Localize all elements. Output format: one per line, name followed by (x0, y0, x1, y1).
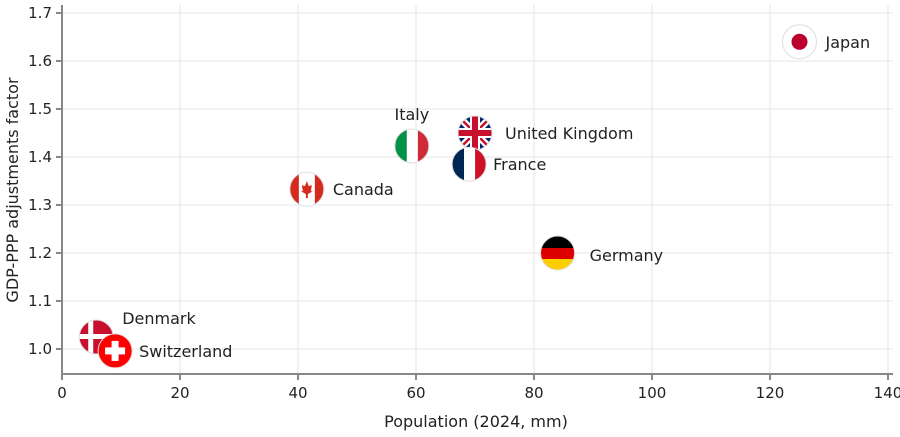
x-tick-label: 100 (638, 384, 667, 402)
point-label: Italy (395, 105, 430, 124)
x-tick-label: 20 (170, 384, 189, 402)
point-label: Denmark (122, 309, 196, 328)
switzerland-flag-icon (97, 333, 133, 369)
canada-flag-icon (289, 171, 325, 207)
axes: 0 20 40 60 80 100 120 140 1.0 1.1 1.2 1.3 1.4 1.5 1.6 1… (28, 4, 900, 402)
x-tick-label: 0 (57, 384, 67, 402)
point-label: United Kingdom (505, 124, 633, 143)
point-germany: Germany (540, 235, 664, 271)
point-canada: Canada (289, 171, 394, 207)
point-label: Japan (825, 33, 871, 52)
x-tick-label: 60 (406, 384, 425, 402)
x-tick-label: 40 (288, 384, 307, 402)
japan-flag-icon (782, 24, 817, 60)
y-tick-label: 1.1 (28, 292, 52, 310)
germany-flag-icon (540, 235, 576, 271)
y-tick-label: 1.4 (28, 148, 52, 166)
y-tick-label: 1.7 (28, 4, 52, 22)
italy-flag-icon (394, 128, 430, 164)
point-label: Germany (590, 246, 664, 265)
point-italy: Italy (394, 105, 430, 164)
x-tick-label: 140 (874, 384, 900, 402)
y-tick-label: 1.2 (28, 244, 52, 262)
point-france: France (451, 146, 546, 182)
x-tick-label: 80 (524, 384, 543, 402)
france-flag-icon (451, 146, 487, 182)
y-tick-label: 1.0 (28, 340, 52, 358)
y-tick-label: 1.5 (28, 100, 52, 118)
point-label: Canada (333, 180, 394, 199)
point-uk: United Kingdom (457, 115, 633, 151)
y-tick-label: 1.3 (28, 196, 52, 214)
point-label: Switzerland (139, 342, 232, 361)
point-switzerland: Switzerland (97, 333, 232, 369)
uk-flag-icon (457, 115, 493, 151)
y-axis-title: GDP-PPP adjustments factor (3, 77, 22, 303)
points: Japan United Kingdom France Italy Canada Germ… (78, 24, 871, 369)
x-axis-title: Population (2024, mm) (384, 412, 568, 431)
y-tick-label: 1.6 (28, 52, 52, 70)
x-tick-label: 120 (756, 384, 785, 402)
point-label: France (493, 155, 546, 174)
point-japan: Japan (782, 24, 871, 60)
